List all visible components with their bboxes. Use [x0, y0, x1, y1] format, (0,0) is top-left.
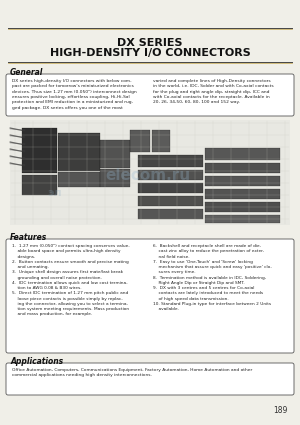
Text: эл: эл — [48, 188, 62, 198]
Bar — [100, 140, 130, 168]
Text: Features: Features — [10, 233, 47, 242]
Text: 189: 189 — [274, 406, 288, 415]
Text: varied and complete lines of High-Density connectors
in the world, i.e. IDC, Sol: varied and complete lines of High-Densit… — [153, 79, 274, 105]
Text: DX SERIES: DX SERIES — [117, 38, 183, 48]
Bar — [130, 130, 150, 152]
Bar — [138, 196, 203, 206]
Text: Office Automation, Computers, Communications Equipment, Factory Automation, Home: Office Automation, Computers, Communicat… — [12, 368, 252, 377]
Bar — [205, 176, 280, 186]
Text: 6.  Backshell and receptacle shell are made of die-
    cast zinc alloy to reduc: 6. Backshell and receptacle shell are ma… — [153, 244, 272, 311]
Bar — [205, 215, 280, 223]
Bar — [138, 183, 203, 193]
Bar — [205, 163, 280, 173]
Bar — [138, 155, 203, 167]
Bar — [58, 133, 100, 171]
Text: Applications: Applications — [10, 357, 63, 366]
Bar — [58, 172, 100, 187]
Bar — [205, 202, 280, 212]
Text: HIGH-DENSITY I/O CONNECTORS: HIGH-DENSITY I/O CONNECTORS — [50, 48, 250, 58]
Text: elecom.ru: elecom.ru — [105, 167, 190, 182]
Text: 1.  1.27 mm (0.050") contact spacing conserves value-
    able board space and p: 1. 1.27 mm (0.050") contact spacing cons… — [12, 244, 130, 316]
Text: General: General — [10, 68, 43, 77]
Bar — [205, 148, 280, 160]
Bar — [22, 128, 57, 173]
Bar — [10, 120, 290, 225]
Text: DX series high-density I/O connectors with below com-
pact are packed for tomorr: DX series high-density I/O connectors wi… — [12, 79, 137, 110]
FancyBboxPatch shape — [6, 363, 294, 395]
FancyBboxPatch shape — [6, 74, 294, 116]
Bar — [22, 175, 57, 195]
Bar — [152, 130, 170, 152]
Bar — [100, 169, 130, 187]
Bar — [205, 189, 280, 199]
Bar — [138, 209, 203, 219]
Bar — [138, 170, 203, 180]
FancyBboxPatch shape — [6, 239, 294, 353]
